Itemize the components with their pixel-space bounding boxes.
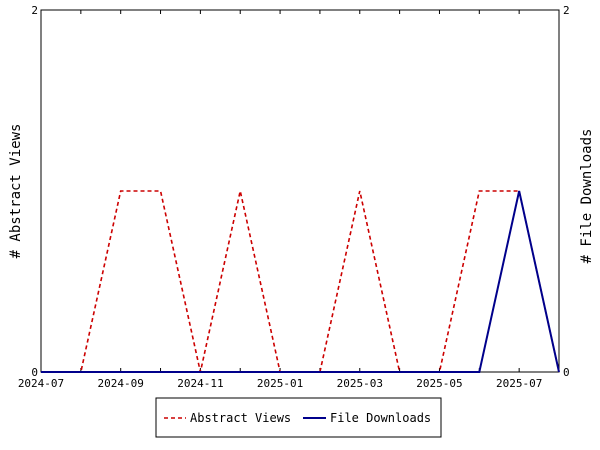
series-line-file-downloads <box>41 190 560 373</box>
y-axis-title: # Abstract Views <box>8 124 24 259</box>
x-tick-label: 2024-09 <box>98 377 144 390</box>
x-tick-label: 2025-03 <box>337 377 383 390</box>
legend-label-file-downloads: File Downloads <box>330 411 431 425</box>
x-tick-label: 2025-07 <box>496 377 542 390</box>
x-tick-label: 2025-05 <box>416 377 462 390</box>
legend-label-abstract-views: Abstract Views <box>190 411 291 425</box>
legend-box <box>155 397 442 438</box>
x-tick-label: 2024-11 <box>177 377 223 390</box>
x-tick-label: 2025-01 <box>257 377 303 390</box>
y2-axis-title: # File Downloads <box>579 129 595 264</box>
x-tick-label: 2024-07 <box>18 377 64 390</box>
y2-tick-label: 0 <box>563 366 570 379</box>
y2-tick-label: 2 <box>563 4 570 17</box>
legend: Abstract Views File Downloads <box>155 397 442 438</box>
y-tick-label: 2 <box>31 4 38 17</box>
y-tick-label: 0 <box>31 366 38 379</box>
